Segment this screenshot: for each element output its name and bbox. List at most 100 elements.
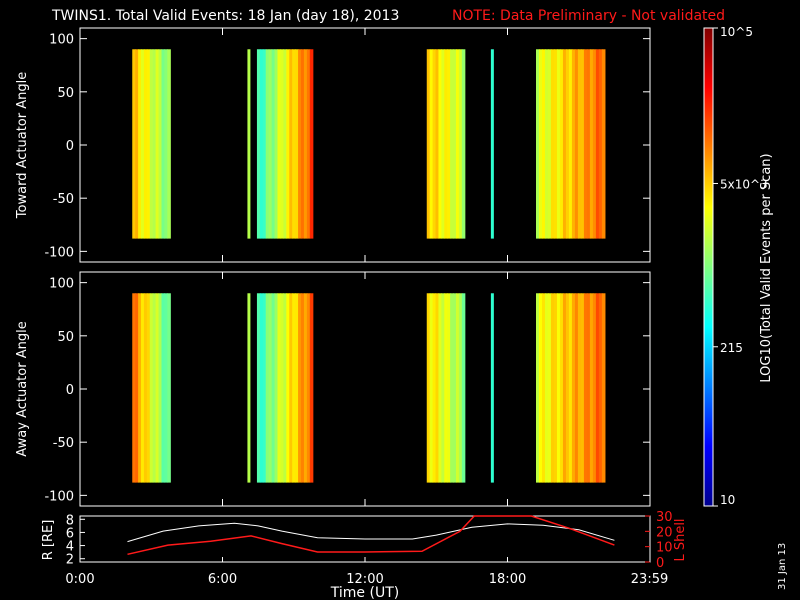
data-band bbox=[247, 49, 251, 239]
data-band bbox=[247, 293, 251, 483]
band-column bbox=[441, 49, 445, 239]
band-column bbox=[580, 49, 585, 239]
band-column bbox=[544, 49, 549, 239]
band-column bbox=[262, 293, 267, 483]
band-column bbox=[149, 293, 154, 483]
band-column bbox=[589, 49, 594, 239]
band-column bbox=[536, 293, 540, 483]
band-column bbox=[164, 49, 168, 239]
band-column bbox=[135, 293, 139, 483]
band-column bbox=[146, 49, 151, 239]
band-column bbox=[274, 293, 279, 483]
band-column bbox=[559, 293, 564, 483]
band-column bbox=[568, 49, 573, 239]
band-column bbox=[271, 293, 276, 483]
band-column bbox=[458, 49, 463, 239]
band-column bbox=[547, 49, 552, 239]
band-column bbox=[161, 49, 165, 239]
data-bands bbox=[132, 49, 606, 239]
band-column bbox=[601, 293, 606, 483]
band-column bbox=[568, 293, 573, 483]
band-column bbox=[309, 49, 314, 239]
colorbar-label: LOG10(Total Valid Events per Scan) bbox=[759, 153, 774, 382]
band-column bbox=[274, 49, 279, 239]
band-column bbox=[280, 293, 284, 483]
y-tick-label: 8 bbox=[66, 513, 74, 528]
data-band bbox=[256, 49, 314, 239]
y-tick-label: 0 bbox=[66, 139, 74, 154]
band-column bbox=[571, 293, 576, 483]
band-column bbox=[438, 49, 442, 239]
toward-angle-panel: 100 50 0 -50 -100 Toward Actuator Angle bbox=[15, 27, 651, 263]
band-column bbox=[550, 49, 555, 239]
data-band bbox=[132, 49, 171, 239]
band-column bbox=[556, 293, 561, 483]
band-column bbox=[256, 49, 261, 239]
band-column bbox=[490, 293, 494, 483]
band-column bbox=[541, 293, 546, 483]
colorbar-tick-label: 10 bbox=[720, 493, 735, 507]
band-column bbox=[444, 293, 448, 483]
band-column bbox=[152, 293, 157, 483]
band-column bbox=[301, 293, 305, 483]
lshell-axis-label: L Shell bbox=[673, 518, 688, 561]
band-column bbox=[295, 293, 299, 483]
colorbar: 10 215 5x10^3 10^5 LOG10(Total Valid Events… bbox=[703, 25, 774, 507]
band-column bbox=[283, 293, 287, 483]
r-axis-label: R [RE] bbox=[41, 520, 56, 561]
data-band bbox=[490, 293, 494, 483]
band-column bbox=[158, 49, 163, 239]
band-column bbox=[256, 293, 261, 483]
band-column bbox=[447, 293, 451, 483]
band-column bbox=[595, 49, 600, 239]
band-column bbox=[295, 49, 299, 239]
band-column bbox=[458, 293, 463, 483]
x-axis-label: Time (UT) bbox=[330, 585, 399, 600]
band-column bbox=[592, 49, 597, 239]
band-column bbox=[155, 49, 160, 239]
data-band bbox=[490, 49, 494, 239]
y-tick-label: -100 bbox=[44, 489, 74, 504]
band-column bbox=[167, 293, 171, 483]
y-axis-label: Away Actuator Angle bbox=[15, 321, 30, 456]
band-column bbox=[292, 49, 296, 239]
band-column bbox=[541, 49, 546, 239]
band-column bbox=[577, 49, 582, 239]
data-band bbox=[256, 293, 314, 483]
y-tick-label: -50 bbox=[53, 436, 74, 451]
band-column bbox=[303, 49, 308, 239]
data-band bbox=[426, 293, 466, 483]
band-column bbox=[429, 293, 434, 483]
lshell-series-line bbox=[127, 515, 615, 556]
band-column bbox=[450, 49, 454, 239]
band-column bbox=[592, 293, 597, 483]
band-column bbox=[461, 293, 466, 483]
colorbar-tick-label: 10^5 bbox=[720, 25, 753, 39]
time-tick-label: 23:59 bbox=[631, 572, 668, 587]
y-tick-label: 50 bbox=[57, 86, 74, 101]
band-column bbox=[265, 49, 270, 239]
band-column bbox=[268, 293, 273, 483]
band-column bbox=[598, 293, 603, 483]
band-column bbox=[141, 293, 145, 483]
y-tick-label: 100 bbox=[49, 33, 74, 48]
band-column bbox=[453, 49, 457, 239]
band-column bbox=[280, 49, 284, 239]
y-tick-label: 2 bbox=[66, 553, 74, 568]
band-column bbox=[259, 293, 264, 483]
band-column bbox=[565, 293, 570, 483]
band-column bbox=[580, 293, 585, 483]
date-stamp: 31 Jan 13 bbox=[777, 543, 788, 590]
band-column bbox=[598, 49, 603, 239]
band-column bbox=[138, 293, 142, 483]
band-column bbox=[426, 49, 431, 239]
colorbar-tick-label: 215 bbox=[720, 341, 743, 355]
band-column bbox=[583, 49, 588, 239]
data-band bbox=[536, 49, 606, 239]
band-column bbox=[429, 49, 434, 239]
band-column bbox=[544, 293, 549, 483]
